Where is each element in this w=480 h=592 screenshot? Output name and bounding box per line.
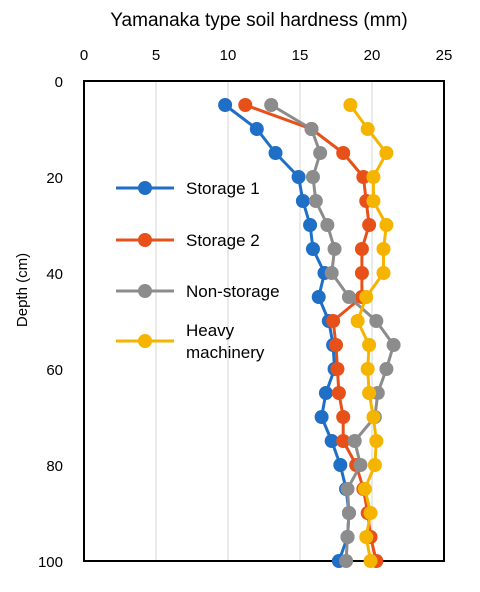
data-point — [291, 170, 306, 184]
series-line — [224, 103, 351, 562]
data-point — [379, 218, 394, 232]
legend-item: Storage 1 — [116, 179, 260, 198]
data-point — [347, 434, 362, 448]
data-point — [363, 506, 378, 520]
series-2 — [264, 98, 401, 568]
data-point — [333, 458, 348, 472]
data-point — [366, 194, 381, 208]
data-point — [330, 362, 345, 376]
legend-marker — [138, 334, 152, 348]
data-point — [339, 554, 354, 568]
legend-label: Heavy machinery — [186, 321, 265, 362]
plot-area — [83, 80, 445, 562]
data-point — [350, 314, 365, 328]
legend-label: Non-storage — [186, 282, 280, 301]
data-point — [305, 242, 320, 256]
data-point — [362, 386, 377, 400]
data-point — [369, 314, 384, 328]
data-point — [336, 434, 351, 448]
legend-label: Storage 2 — [186, 231, 260, 250]
data-point — [304, 122, 319, 136]
legend-label: Storage 1 — [186, 179, 260, 198]
data-point — [326, 314, 341, 328]
data-point — [327, 242, 342, 256]
data-point — [249, 122, 264, 136]
data-point — [367, 458, 382, 472]
legend-marker — [138, 284, 152, 298]
data-point — [363, 554, 378, 568]
legend: Storage 1 Storage 2 Non-storage Heavy machin… — [116, 179, 280, 362]
data-point — [360, 362, 375, 376]
data-point — [353, 458, 368, 472]
y-axis-title: Depth (cm) — [14, 253, 31, 327]
data-point — [218, 98, 233, 112]
y-tick-label: 80 — [46, 458, 63, 475]
data-point — [311, 290, 326, 304]
data-point — [340, 530, 355, 544]
y-tick-label: 0 — [55, 74, 63, 91]
x-tick-label: 20 — [364, 47, 381, 64]
x-axis-title: Yamanaka type soil hardness (mm) — [110, 10, 407, 31]
y-tick-label: 20 — [46, 170, 63, 187]
data-point — [303, 218, 318, 232]
x-tick-label: 5 — [152, 47, 160, 64]
data-point — [354, 266, 369, 280]
data-point — [295, 194, 310, 208]
data-point — [356, 170, 371, 184]
data-point — [376, 266, 391, 280]
data-point — [379, 146, 394, 160]
data-series — [218, 98, 401, 568]
data-point — [305, 170, 320, 184]
data-point — [238, 98, 253, 112]
data-point — [359, 530, 374, 544]
x-tick-label: 15 — [292, 47, 309, 64]
data-point — [336, 410, 351, 424]
series-3 — [343, 98, 394, 568]
data-point — [336, 146, 351, 160]
data-point — [264, 98, 279, 112]
data-point — [329, 338, 343, 352]
data-point — [320, 218, 335, 232]
series-1 — [238, 98, 384, 568]
x-tick-label: 10 — [220, 47, 237, 64]
tick-labels: 0 5 10 15 20 25 0 20 40 60 80 100 — [38, 47, 452, 571]
data-point — [308, 194, 323, 208]
y-tick-label: 40 — [46, 266, 63, 283]
data-point — [386, 338, 401, 352]
data-point — [340, 482, 355, 496]
legend-item: Storage 2 — [116, 231, 260, 250]
data-point — [369, 434, 384, 448]
data-point — [324, 434, 339, 448]
data-point — [376, 242, 391, 256]
data-point — [360, 122, 375, 136]
y-tick-label: 100 — [38, 554, 63, 571]
data-point — [341, 506, 356, 520]
data-point — [354, 242, 369, 256]
data-point — [318, 386, 333, 400]
x-tick-label: 0 — [80, 47, 88, 64]
legend-marker — [138, 181, 152, 195]
data-point — [324, 266, 339, 280]
data-point — [268, 146, 283, 160]
data-point — [359, 290, 374, 304]
legend-item: Heavy machinery — [116, 321, 265, 362]
data-point — [341, 290, 356, 304]
data-point — [362, 218, 377, 232]
y-tick-label: 60 — [46, 362, 63, 379]
legend-marker — [138, 233, 152, 247]
data-point — [366, 410, 381, 424]
data-point — [379, 362, 394, 376]
data-point — [362, 338, 377, 352]
data-point — [366, 170, 381, 184]
data-point — [343, 98, 358, 112]
data-point — [357, 482, 372, 496]
data-point — [313, 146, 328, 160]
x-tick-label: 25 — [436, 47, 453, 64]
legend-item: Non-storage — [116, 282, 280, 301]
data-point — [314, 410, 329, 424]
data-point — [331, 386, 346, 400]
